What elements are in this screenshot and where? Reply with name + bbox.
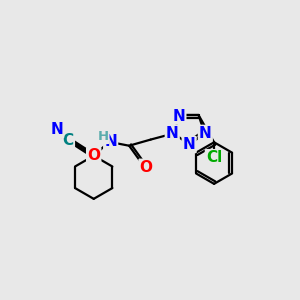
Text: O: O bbox=[87, 148, 100, 163]
Text: Cl: Cl bbox=[206, 150, 222, 165]
Text: N: N bbox=[199, 126, 212, 141]
Text: O: O bbox=[140, 160, 153, 175]
Text: C: C bbox=[63, 133, 74, 148]
Text: N: N bbox=[50, 122, 63, 137]
Text: N: N bbox=[172, 109, 185, 124]
Text: N: N bbox=[183, 137, 196, 152]
Text: N: N bbox=[104, 134, 117, 148]
Text: H: H bbox=[98, 130, 109, 143]
Text: N: N bbox=[166, 126, 178, 141]
